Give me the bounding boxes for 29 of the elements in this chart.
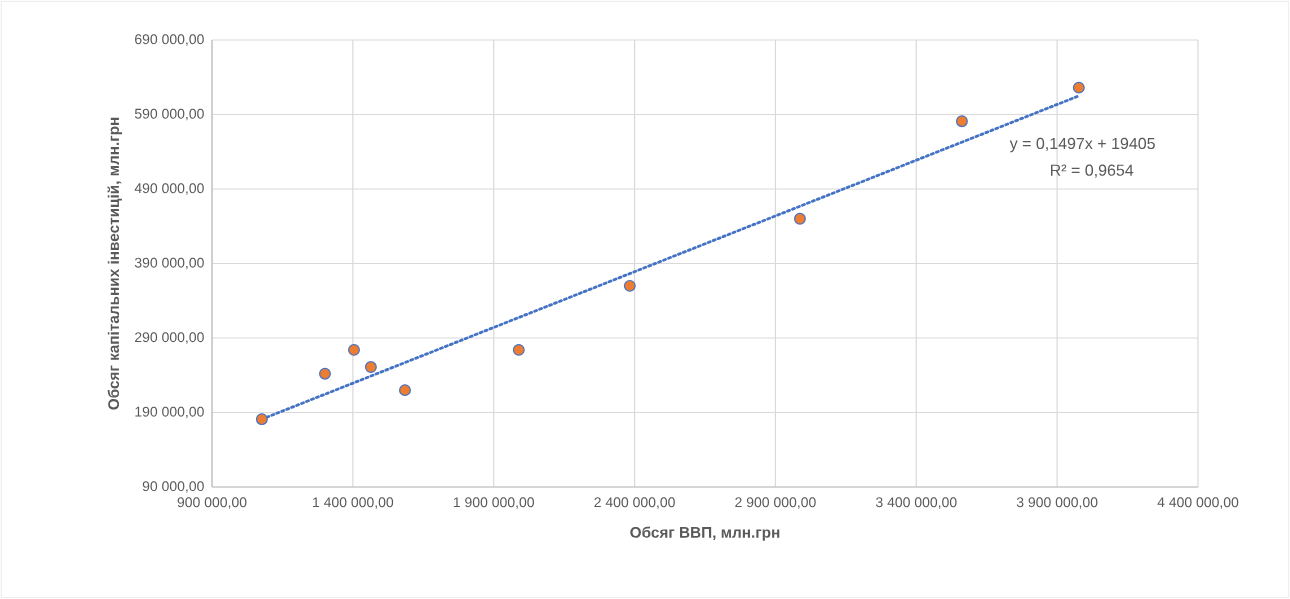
point bbox=[794, 212, 806, 225]
point bbox=[1072, 81, 1085, 94]
x-tick-label: 1 900 000,00 bbox=[453, 497, 535, 509]
x-axis-title: Обсяг ВВП, млн.грн bbox=[630, 526, 780, 541]
x-tick-label: 2 400 000,00 bbox=[594, 497, 675, 509]
x-tick-label: 3 900 000,00 bbox=[1016, 497, 1098, 509]
annotation: R² = 0,9654 bbox=[1051, 164, 1134, 178]
y-tick-label: 90 000,00 bbox=[142, 481, 204, 493]
y-tick-label: 690 000,00 bbox=[135, 34, 204, 46]
x-tick-label: 3 400 000,00 bbox=[875, 497, 957, 509]
point bbox=[512, 343, 525, 356]
point bbox=[255, 413, 268, 426]
y-tick-label: 290 000,00 bbox=[135, 332, 204, 344]
point bbox=[955, 115, 968, 128]
point bbox=[364, 361, 377, 373]
x-tick-label: 900 000,00 bbox=[177, 497, 247, 509]
y-tick-label: 490 000,00 bbox=[134, 183, 204, 195]
y-tick-label: 190 000,00 bbox=[135, 406, 204, 419]
y-tick-label: 590 000,00 bbox=[134, 108, 204, 121]
x-tick-label: 2 900 000,00 bbox=[735, 497, 816, 509]
point bbox=[319, 367, 331, 380]
annotation: y = 0,1497x + 19405 bbox=[1009, 137, 1155, 153]
y-axis-title: Обсяг капітальних інвестицій, млн.грн bbox=[107, 117, 123, 410]
y-tick-label: 390 000,00 bbox=[134, 257, 204, 270]
point bbox=[399, 384, 411, 397]
point bbox=[623, 279, 636, 292]
point bbox=[348, 343, 360, 356]
x-tick-label: 4 400 000,00 bbox=[1157, 497, 1239, 509]
x-tick-label: 1 400 000,00 bbox=[313, 497, 394, 509]
